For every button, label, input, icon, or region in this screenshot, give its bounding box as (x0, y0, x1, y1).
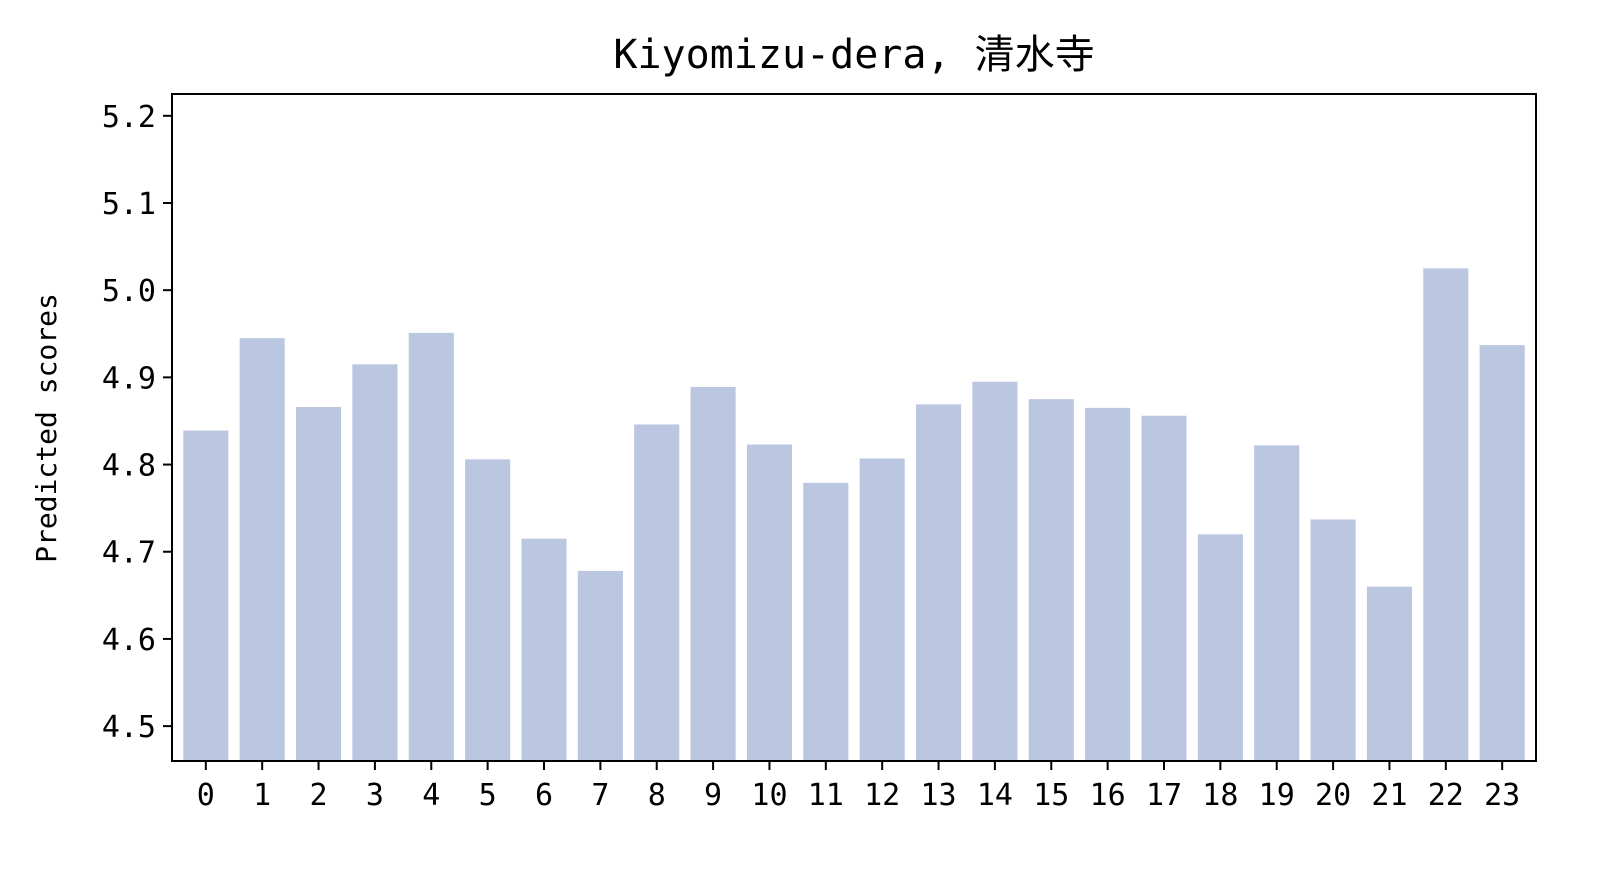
bar-19 (1254, 445, 1300, 761)
bar-14 (972, 381, 1018, 761)
y-tick-label: 4.5 (102, 710, 156, 745)
x-tick-label: 3 (366, 778, 384, 813)
bar-6 (521, 538, 567, 761)
x-tick-label: 2 (310, 778, 328, 813)
bar-15 (1028, 399, 1074, 761)
x-tick-label: 22 (1428, 778, 1464, 813)
bar-12 (859, 458, 905, 761)
bar-20 (1310, 519, 1356, 761)
x-tick-label: 16 (1090, 778, 1126, 813)
bar-3 (352, 364, 398, 761)
x-tick-label: 10 (751, 778, 787, 813)
bar-13 (916, 404, 962, 761)
bar-0 (183, 430, 229, 761)
bar-22 (1423, 268, 1469, 761)
bar-1 (239, 338, 285, 761)
x-tick-label: 18 (1202, 778, 1238, 813)
y-tick-label: 5.2 (102, 100, 156, 135)
x-tick-label: 8 (648, 778, 666, 813)
x-tick-label: 4 (422, 778, 440, 813)
x-axis-ticks: 0 1 2 3 4 5 6 7 8 9 10 11 12 13 14 15 16 17 18 19 20 21 22 23 (197, 761, 1520, 813)
y-tick-label: 4.8 (102, 449, 156, 484)
bar-17 (1141, 415, 1187, 761)
x-tick-label: 13 (920, 778, 956, 813)
y-axis-label: Predicted scores (30, 293, 63, 563)
x-tick-label: 21 (1371, 778, 1407, 813)
y-tick-label: 4.7 (102, 536, 156, 571)
x-tick-label: 19 (1259, 778, 1295, 813)
bar-4 (408, 332, 454, 761)
y-tick-label: 4.9 (102, 361, 156, 396)
x-tick-label: 17 (1146, 778, 1182, 813)
bar-18 (1197, 534, 1243, 761)
x-tick-label: 7 (591, 778, 609, 813)
x-tick-label: 12 (864, 778, 900, 813)
bar-16 (1085, 407, 1131, 761)
plot-frame (171, 93, 1537, 762)
bar-5 (465, 459, 511, 761)
bar-21 (1366, 586, 1412, 761)
x-tick-label: 14 (977, 778, 1013, 813)
bar-11 (803, 482, 849, 761)
x-tick-label: 0 (197, 778, 215, 813)
x-tick-label: 1 (253, 778, 271, 813)
bar-10 (746, 444, 792, 761)
x-tick-label: 9 (704, 778, 722, 813)
chart-title: Kiyomizu-dera, 清水寺 (613, 32, 1094, 78)
x-tick-label: 5 (479, 778, 497, 813)
bar-2 (296, 407, 342, 761)
bar-23 (1479, 345, 1525, 761)
y-tick-label: 5.0 (102, 274, 156, 309)
x-tick-label: 11 (808, 778, 844, 813)
x-tick-label: 6 (535, 778, 553, 813)
x-tick-label: 23 (1484, 778, 1520, 813)
y-tick-label: 5.1 (102, 187, 156, 222)
bar-7 (577, 570, 623, 761)
y-tick-label: 4.6 (102, 623, 156, 658)
bars-group (183, 268, 1525, 761)
y-axis-ticks: 4.5 4.6 4.7 4.8 4.9 5.0 5.1 5.2 (102, 100, 172, 745)
bar-9 (690, 386, 736, 761)
x-tick-label: 20 (1315, 778, 1351, 813)
bar-8 (634, 424, 680, 761)
x-tick-label: 15 (1033, 778, 1069, 813)
